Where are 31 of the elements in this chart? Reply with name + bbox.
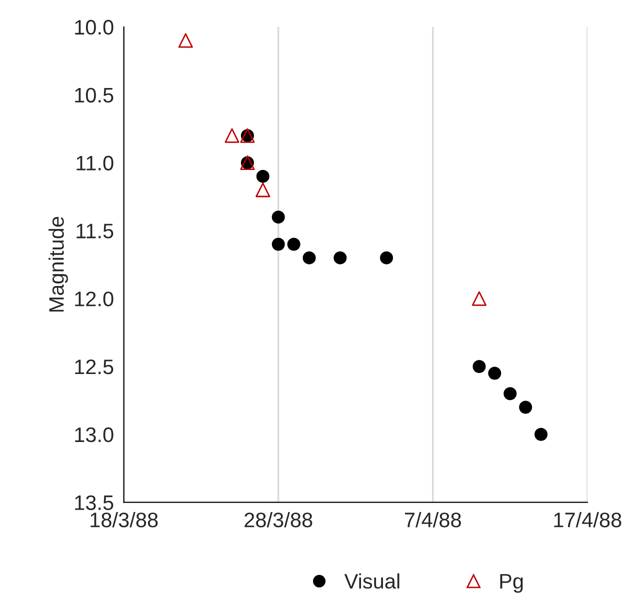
point	[504, 387, 517, 400]
x-tick-label: 7/4/88	[404, 512, 461, 528]
point	[272, 210, 285, 224]
point	[256, 182, 270, 198]
point	[519, 400, 532, 414]
y-axis-title: Magnitude	[48, 216, 68, 312]
point	[488, 366, 502, 380]
point	[272, 238, 285, 251]
y-tick-label: 10.0	[75, 20, 114, 35]
legend-label: Visual	[344, 573, 400, 589]
x-tick-label: 28/3/88	[244, 512, 312, 528]
point	[472, 360, 486, 373]
point	[287, 238, 300, 251]
point	[224, 128, 240, 143]
point	[178, 33, 193, 48]
y-tick-label: 12.5	[75, 359, 114, 374]
point	[334, 251, 347, 264]
x-tick-label: 18/3/88	[90, 512, 158, 528]
y-tick-label: 12.0	[75, 292, 114, 306]
point	[302, 251, 316, 264]
y-tick-label: 10.5	[75, 88, 114, 103]
y-tick-label: 11.0	[76, 156, 114, 170]
point	[380, 251, 394, 264]
x-tick-label: 17/4/88	[554, 512, 622, 528]
point	[256, 170, 270, 183]
legend-label: Pg	[500, 574, 523, 593]
y-tick-label: 13.0	[75, 427, 114, 442]
y-tick-label: 13.5	[75, 495, 114, 510]
point	[472, 291, 486, 306]
y-tick-label: 11.5	[76, 224, 114, 238]
point	[534, 428, 548, 441]
